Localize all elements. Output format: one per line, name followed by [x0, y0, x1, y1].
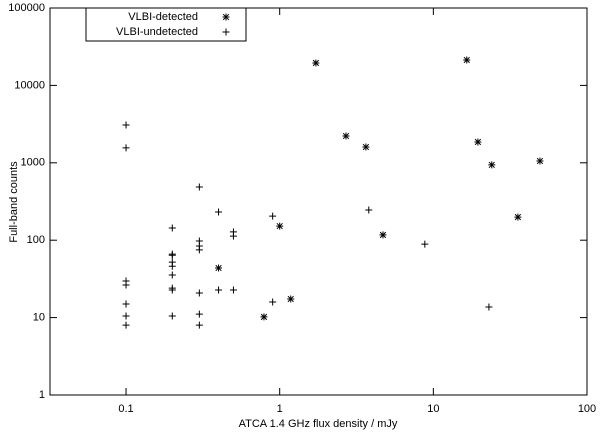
data-point: [215, 208, 223, 216]
plot-frame: [49, 7, 588, 396]
data-point: [421, 240, 429, 248]
data-point: [195, 321, 203, 329]
data-point: [269, 212, 277, 220]
data-point: [312, 59, 320, 67]
y-tick-label: 10000: [14, 79, 45, 91]
y-tick-label: 1: [39, 389, 45, 401]
legend-label: VLBI-undetected: [116, 26, 198, 38]
x-tick-label: 0.1: [118, 403, 133, 415]
data-point: [195, 310, 203, 318]
data-point: [168, 312, 176, 320]
data-point: [536, 157, 544, 165]
legend-marker: [222, 28, 230, 36]
y-tick-label: 1000: [21, 157, 45, 169]
data-point: [229, 232, 237, 240]
data-point: [379, 231, 387, 239]
data-point: [229, 286, 237, 294]
data-point: [287, 295, 295, 303]
data-point: [122, 321, 130, 329]
x-axis-label: ATCA 1.4 GHz flux density / mJy: [239, 418, 398, 430]
legend-marker: [222, 13, 230, 21]
data-point: [260, 313, 268, 321]
data-point: [485, 303, 493, 311]
data-point: [362, 143, 370, 151]
data-point: [122, 144, 130, 152]
data-point: [168, 251, 176, 259]
data-point: [365, 206, 373, 214]
data-point: [514, 213, 522, 221]
data-point: [215, 264, 223, 272]
data-point: [122, 121, 130, 129]
data-point: [168, 224, 176, 232]
data-point: [168, 262, 176, 270]
data-point: [195, 289, 203, 297]
x-tick-label: 10: [427, 403, 439, 415]
data-point: [168, 271, 176, 279]
data-point: [463, 56, 471, 64]
data-point: [215, 286, 223, 294]
data-point: [342, 132, 350, 140]
y-tick-label: 100: [27, 234, 45, 246]
data-point: [488, 161, 496, 169]
y-tick-label: 10: [33, 312, 45, 324]
data-point: [276, 222, 284, 230]
data-point: [269, 298, 277, 306]
legend-label: VLBI-detected: [128, 11, 198, 23]
data-point: [195, 246, 203, 254]
data-point: [195, 183, 203, 191]
data-point: [168, 286, 176, 294]
legend-box: [85, 7, 247, 42]
data-point: [122, 312, 130, 320]
data-point: [474, 138, 482, 146]
x-tick-label: 1: [277, 403, 283, 415]
y-tick-label: 100000: [8, 2, 45, 14]
data-point: [122, 281, 130, 289]
data-point: [122, 300, 130, 308]
x-tick-label: 100: [578, 403, 596, 415]
y-axis-label: Full-band counts: [8, 161, 20, 243]
